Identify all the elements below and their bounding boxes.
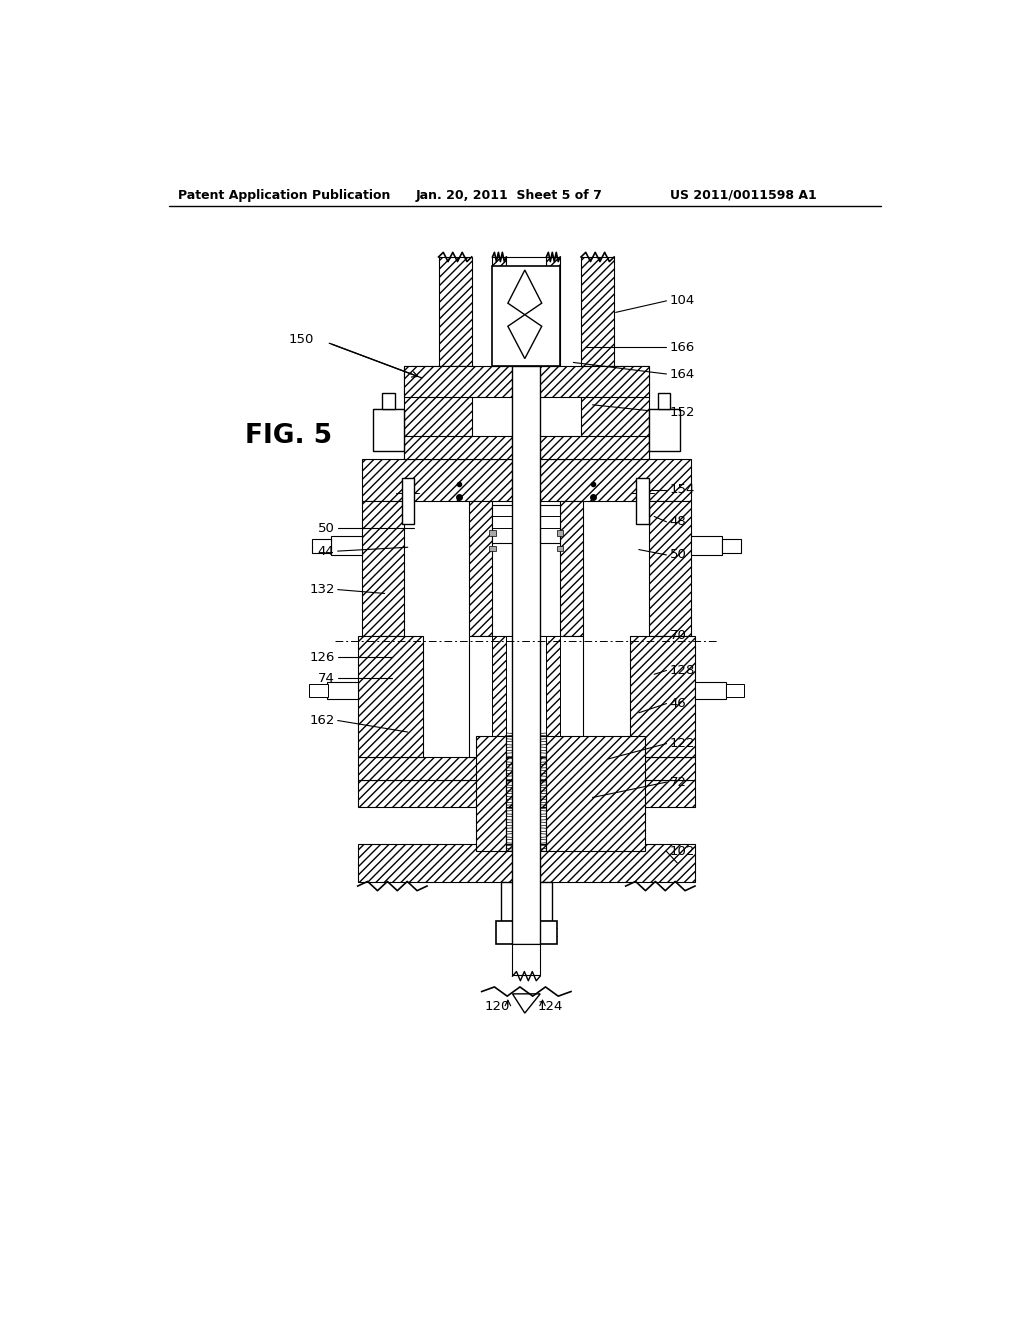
Bar	[309, 684, 328, 697]
Bar	[403, 367, 649, 397]
Text: 150: 150	[289, 333, 313, 346]
Text: 152: 152	[670, 407, 695, 418]
Bar	[557, 531, 563, 536]
Bar	[506, 737, 547, 851]
Bar	[438, 257, 472, 367]
Text: 154: 154	[670, 483, 695, 496]
Text: 44: 44	[317, 545, 335, 557]
Bar	[469, 636, 584, 756]
Bar	[469, 502, 493, 636]
Bar	[489, 545, 496, 552]
Bar	[501, 882, 552, 921]
Text: US 2011/0011598 A1: US 2011/0011598 A1	[670, 189, 816, 202]
Bar	[512, 944, 541, 974]
Text: 74: 74	[317, 672, 335, 685]
Text: 164: 164	[670, 367, 695, 380]
Text: 162: 162	[309, 714, 335, 727]
Bar	[581, 257, 614, 367]
Bar	[327, 682, 357, 700]
Bar	[489, 531, 496, 536]
Bar	[493, 506, 560, 544]
Bar	[506, 257, 547, 367]
Text: 120: 120	[484, 1001, 510, 1014]
Bar	[506, 636, 547, 756]
Bar	[695, 682, 726, 700]
Text: 166: 166	[670, 341, 695, 354]
Text: 72: 72	[670, 776, 686, 788]
Polygon shape	[508, 314, 542, 359]
Text: 46: 46	[670, 697, 686, 710]
Bar	[726, 684, 744, 697]
Bar	[630, 636, 695, 756]
Text: Patent Application Publication: Patent Application Publication	[178, 189, 391, 202]
Text: 102: 102	[670, 845, 695, 858]
Text: FIG. 5: FIG. 5	[245, 422, 332, 449]
Bar	[493, 257, 506, 367]
Text: Jan. 20, 2011  Sheet 5 of 7: Jan. 20, 2011 Sheet 5 of 7	[416, 189, 602, 202]
Bar	[361, 502, 403, 636]
Text: 132: 132	[309, 583, 335, 597]
Bar	[658, 393, 671, 409]
Bar	[475, 737, 506, 851]
Bar	[311, 539, 331, 553]
Bar	[691, 536, 722, 554]
Bar	[722, 539, 741, 553]
Bar	[557, 545, 563, 552]
Bar	[373, 409, 403, 451]
Bar	[493, 636, 506, 756]
Text: 104: 104	[670, 294, 695, 308]
Text: 124: 124	[538, 1001, 563, 1014]
Text: 128: 128	[670, 664, 695, 677]
Bar	[357, 636, 423, 756]
Bar	[357, 780, 695, 807]
Bar	[357, 756, 695, 780]
Text: 48: 48	[670, 515, 686, 528]
Bar	[547, 737, 645, 851]
Bar	[649, 502, 691, 636]
Bar	[547, 257, 560, 367]
Text: 122: 122	[670, 737, 695, 750]
Polygon shape	[512, 994, 541, 1014]
Bar	[581, 367, 649, 459]
Bar	[401, 478, 414, 524]
Bar	[403, 436, 649, 459]
Bar	[357, 843, 695, 882]
Bar	[493, 267, 560, 367]
Bar	[649, 409, 680, 451]
Text: 126: 126	[309, 651, 335, 664]
Bar	[637, 478, 649, 524]
Polygon shape	[508, 271, 542, 314]
Bar	[512, 367, 541, 944]
Text: 50: 50	[317, 521, 335, 535]
Text: 70: 70	[670, 630, 686, 643]
Bar	[547, 636, 560, 756]
Bar	[331, 536, 361, 554]
Bar	[496, 921, 557, 944]
Bar	[403, 367, 472, 459]
Text: 50: 50	[670, 548, 686, 561]
Bar	[382, 393, 394, 409]
Bar	[361, 459, 691, 502]
Bar	[560, 502, 584, 636]
